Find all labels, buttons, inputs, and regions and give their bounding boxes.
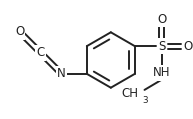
Text: O: O [157,13,166,26]
Text: O: O [15,25,24,38]
Text: 3: 3 [142,96,148,105]
Text: C: C [36,46,45,59]
Text: S: S [158,40,165,53]
Text: O: O [184,40,193,53]
Text: CH: CH [122,87,139,100]
Text: N: N [57,67,66,80]
Text: NH: NH [153,66,170,79]
